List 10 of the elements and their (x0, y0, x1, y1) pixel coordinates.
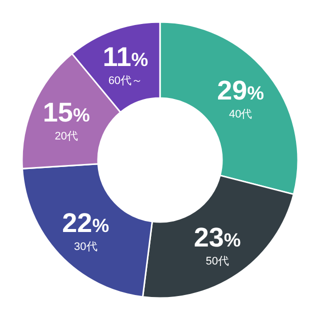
data-label: 23% (194, 222, 241, 252)
slice-label: 50代 (206, 255, 229, 268)
data-label: 11% (102, 42, 148, 72)
data-label: 22% (62, 208, 110, 238)
slice-label: 40代 (228, 108, 252, 120)
data-label: 15% (42, 97, 90, 128)
slice-label: 20代 (54, 130, 78, 142)
data-label: 29% (217, 75, 264, 106)
slice-label: 30代 (74, 240, 98, 253)
slice-label: 60代～ (108, 75, 143, 88)
